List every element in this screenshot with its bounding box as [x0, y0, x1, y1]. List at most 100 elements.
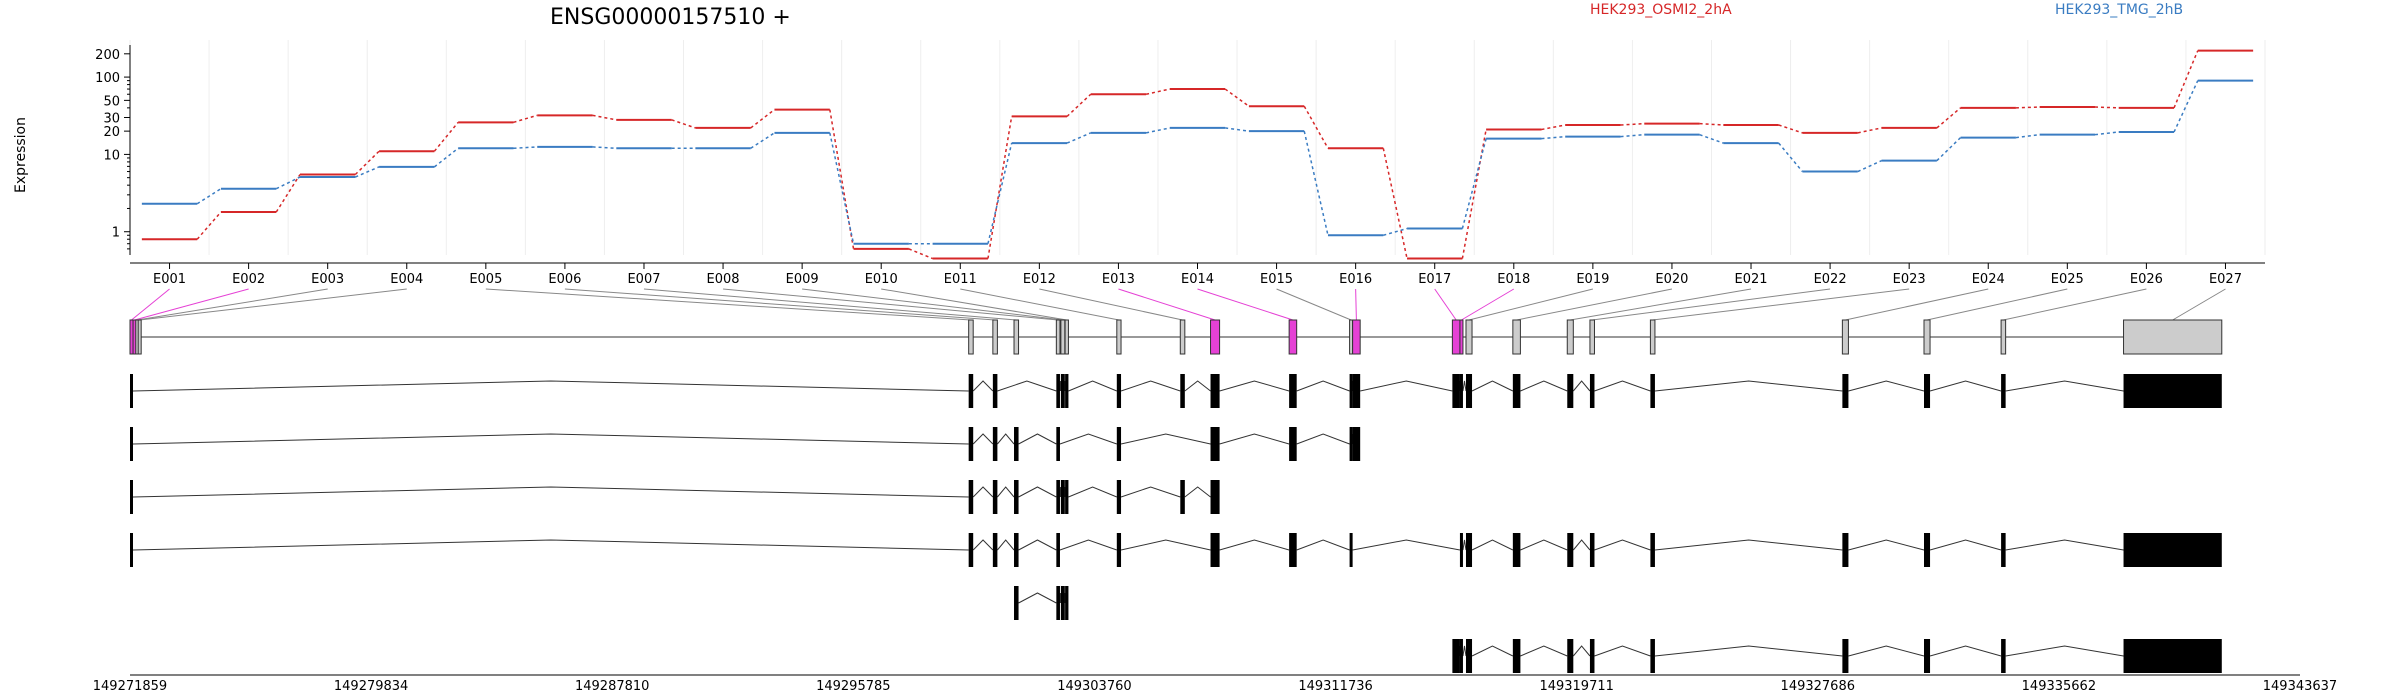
series-connector — [671, 119, 696, 129]
gene-model-exon-e026 — [2000, 319, 2007, 355]
series-connector — [1778, 124, 1803, 134]
transcript-intron — [1018, 433, 1057, 445]
exon-label-e003: E003 — [311, 272, 344, 287]
exon-label-e026: E026 — [2130, 272, 2163, 287]
transcript-intron — [997, 433, 1015, 445]
transcript-intron — [1120, 486, 1181, 498]
transcript-exon — [1567, 533, 1574, 567]
series-connector — [1857, 127, 1882, 134]
transcript-intron — [1018, 592, 1057, 604]
gene-model-exon-e024 — [1841, 319, 1849, 355]
transcript-intron — [997, 486, 1015, 498]
exon-label-e004: E004 — [390, 272, 423, 287]
transcript-exon — [1567, 639, 1574, 673]
transcript-exon — [992, 427, 998, 461]
transcript-exon — [1116, 427, 1122, 461]
transcript-exon — [1512, 374, 1521, 408]
gene-model-exon-e023 — [1649, 319, 1656, 355]
grid-lines — [129, 40, 2266, 255]
transcript-exon — [1056, 374, 1060, 408]
connector-e025 — [1926, 288, 2068, 321]
gene-model-exon-e018 — [1459, 319, 1464, 355]
gene-model — [129, 319, 2223, 355]
exon-label-e019: E019 — [1576, 272, 1609, 287]
transcript-exon — [1924, 533, 1931, 567]
connector-e010 — [881, 288, 1067, 321]
transcript-intron — [1520, 645, 1568, 657]
series-connector — [513, 114, 538, 124]
connector-e005 — [485, 288, 971, 321]
transcript-exon — [2123, 374, 2222, 408]
gene-model-exon-e017 — [1451, 319, 1461, 355]
series-connector — [1541, 124, 1566, 131]
genome-coordinate-label: 149271859 — [93, 679, 167, 694]
series-connector — [433, 121, 459, 152]
gene-model-exon-e010 — [1064, 319, 1069, 355]
transcript-row — [1014, 586, 1069, 620]
series-connector — [355, 166, 380, 178]
transcripts — [130, 374, 2222, 673]
transcript-intron — [1059, 433, 1117, 445]
series-connector — [1225, 127, 1249, 132]
exon-label-e008: E008 — [707, 272, 740, 287]
transcript-intron — [1520, 380, 1568, 392]
transcript-exon — [1349, 427, 1353, 461]
transcript-row — [130, 427, 1361, 461]
transcript-exon — [1014, 480, 1019, 514]
connector-e026 — [2003, 288, 2147, 321]
transcript-intron — [1594, 380, 1651, 392]
transcript-intron — [1572, 380, 1591, 392]
series-connector — [275, 176, 301, 190]
exon-label-e013: E013 — [1102, 272, 1135, 287]
transcript-exon — [968, 427, 974, 461]
transcript-exon — [1459, 639, 1463, 673]
transcript-intron — [1296, 380, 1350, 392]
transcript-exon — [1056, 586, 1060, 620]
transcript-intron — [1360, 380, 1453, 392]
transcript-intron — [1594, 645, 1651, 657]
transcript-exon — [1060, 586, 1065, 620]
transcript-intron — [1059, 486, 1062, 498]
transcript-exon — [1650, 639, 1655, 673]
transcript-intron — [997, 539, 1015, 551]
transcript-exon — [1210, 374, 1220, 408]
transcript-intron — [132, 380, 969, 392]
exon-label-e011: E011 — [944, 272, 977, 287]
series-connector — [1620, 122, 1645, 126]
transcript-exon — [992, 533, 998, 567]
exon-label-e001: E001 — [153, 272, 186, 287]
transcript-intron — [1572, 645, 1591, 657]
transcript-intron — [1059, 380, 1062, 392]
transcript-exon — [1924, 374, 1931, 408]
transcript-intron — [1848, 380, 1925, 392]
gene-model-exon-e016 — [1352, 319, 1361, 355]
genome-coordinate-label: 149295785 — [816, 679, 890, 694]
series-connector — [2015, 133, 2040, 139]
transcript-exon — [1056, 533, 1060, 567]
transcript-exon — [1014, 427, 1019, 461]
transcript-intron — [1654, 539, 1843, 551]
exon-label-e023: E023 — [1893, 272, 1926, 287]
exon-label-e024: E024 — [1972, 272, 2005, 287]
series-0 — [141, 49, 2254, 260]
transcript-intron — [1654, 380, 1843, 392]
transcript-exon — [1459, 374, 1463, 408]
chart-title: ENSG00000157510 + — [550, 5, 791, 30]
transcript-intron — [1184, 486, 1211, 498]
transcript-intron — [2005, 539, 2124, 551]
genome-coordinate-label: 149343637 — [2263, 679, 2337, 694]
transcript-exon — [1459, 533, 1463, 567]
transcript-exon — [1014, 586, 1019, 620]
transcript-exon — [1512, 533, 1521, 567]
transcript-intron — [1068, 380, 1117, 392]
series-connector — [1541, 135, 1566, 140]
transcript-intron — [1594, 539, 1651, 551]
series-connector — [2173, 50, 2199, 109]
connector-e006 — [564, 288, 996, 321]
exon-label-e007: E007 — [627, 272, 660, 287]
transcript-exon — [1180, 480, 1185, 514]
transcript-intron — [1219, 380, 1290, 392]
transcript-intron — [1929, 380, 2002, 392]
series-connector — [433, 147, 459, 168]
